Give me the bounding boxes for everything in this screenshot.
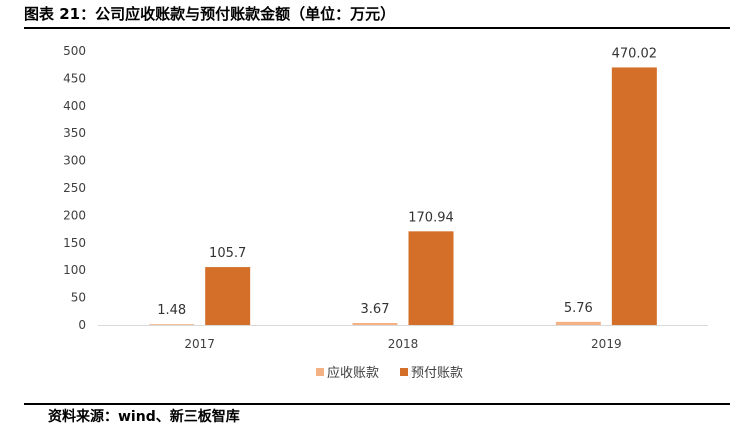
y-tick-label: 450	[63, 71, 86, 85]
y-tick-label: 300	[63, 154, 86, 168]
data-label: 470.02	[612, 46, 658, 61]
legend-label: 应收账款	[327, 365, 379, 381]
y-tick-label: 100	[63, 263, 86, 277]
data-label: 170.94	[408, 210, 454, 225]
legend-label: 预付账款	[411, 366, 463, 381]
data-label: 105.7	[209, 246, 246, 261]
source-divider	[24, 403, 730, 405]
x-tick-label: 2018	[388, 337, 419, 351]
bar-receivables-2018	[352, 322, 398, 325]
chart-title: 图表 21：公司应收账款与预付账款金额（单位：万元）	[24, 5, 396, 23]
y-tick-label: 150	[63, 236, 86, 250]
y-tick-label: 250	[63, 181, 86, 195]
data-label: 3.67	[361, 302, 390, 317]
data-label: 1.48	[157, 303, 186, 318]
y-tick-label: 500	[63, 44, 86, 58]
y-tick-label: 50	[71, 291, 86, 305]
bar-prepayments-2019	[611, 67, 657, 325]
bar-prepayments-2018	[408, 231, 454, 325]
bar-receivables-2017	[149, 324, 195, 325]
source-note: 资料来源：wind、新三板智库	[48, 409, 240, 425]
legend-swatch	[316, 368, 324, 376]
x-tick-label: 2019	[591, 337, 622, 351]
data-label: 5.76	[564, 301, 593, 316]
bar-chart: 0 50 100 150 200 250 300 350 400 450 500 1.48 105.7 2…	[63, 44, 708, 381]
y-tick-label: 0	[78, 318, 86, 332]
y-tick-label: 400	[63, 99, 86, 113]
title-divider	[24, 27, 730, 29]
x-tick-label: 2017	[184, 337, 215, 351]
bar-prepayments-2017	[205, 267, 251, 325]
legend-swatch	[400, 368, 408, 376]
bar-receivables-2019	[555, 321, 601, 325]
y-tick-label: 350	[63, 126, 86, 140]
y-tick-label: 200	[63, 208, 86, 222]
